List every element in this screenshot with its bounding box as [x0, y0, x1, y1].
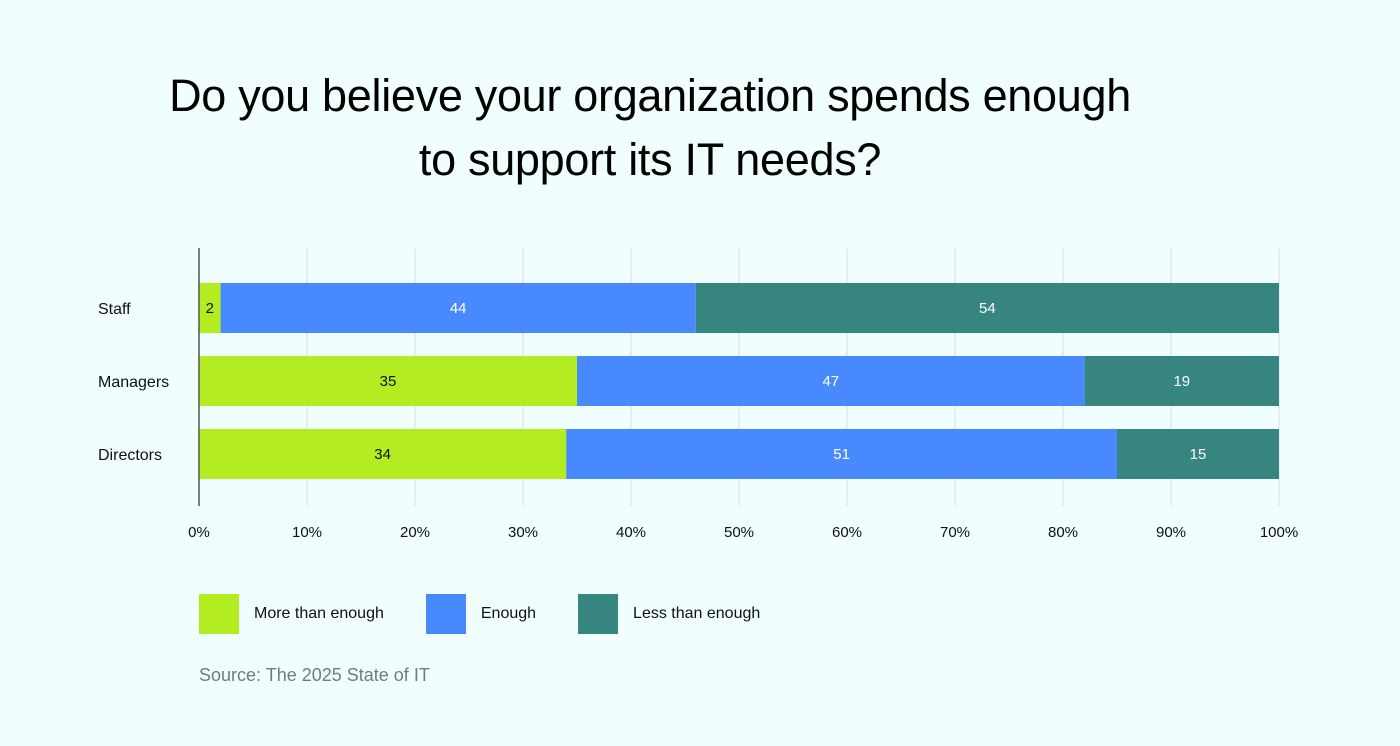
- x-tick-label-40: 40%: [616, 524, 646, 541]
- bar-directors-enough: [566, 429, 1117, 479]
- x-tick-label-10: 10%: [292, 524, 322, 541]
- legend-swatch-enough: [425, 594, 466, 634]
- category-label-managers: Managers: [98, 374, 169, 391]
- chart-title: Do you believe your organization spends …: [0, 64, 1300, 192]
- bar-managers-enough: [577, 356, 1085, 406]
- data-label-managers-less-than-enough: 19: [1173, 373, 1190, 390]
- bar-directors-more-than-enough: [199, 429, 567, 479]
- legend-label-enough: Enough: [480, 605, 537, 622]
- x-tick-label-20: 20%: [400, 524, 430, 541]
- data-label-directors-less-than-enough: 15: [1190, 446, 1207, 463]
- bar-staff-enough: [220, 283, 696, 333]
- data-label-directors-enough: 51: [833, 446, 850, 463]
- bar-managers-less-than-enough: [1084, 356, 1279, 406]
- category-label-staff: Staff: [98, 301, 131, 318]
- x-tick-label-50: 50%: [724, 524, 754, 541]
- data-label-staff-less-than-enough: 54: [979, 300, 996, 317]
- chart-plot: 2 44 54 Staff 35 47 19 Managers 34 51 15 Directors 0…: [98, 248, 1298, 541]
- bar-staff-more-than-enough: [199, 283, 221, 333]
- source-note: Source: The 2025 State of IT: [199, 665, 430, 685]
- x-tick-label-30: 30%: [508, 524, 538, 541]
- x-tick-label-0: 0%: [188, 524, 210, 541]
- x-tick-label-60: 60%: [832, 524, 862, 541]
- category-label-directors: Directors: [98, 447, 162, 464]
- data-label-staff-more-than-enough: 2: [206, 300, 214, 317]
- x-tick-label-90: 90%: [1156, 524, 1186, 541]
- chart-title-line-2: to support its IT needs?: [418, 134, 882, 185]
- legend-item-enough: Enough: [425, 594, 537, 634]
- data-label-managers-more-than-enough: 35: [380, 373, 397, 390]
- legend-item-more-than-enough: More than enough: [199, 594, 384, 634]
- data-label-directors-more-than-enough: 34: [374, 446, 391, 463]
- bar-staff-less-than-enough: [695, 283, 1279, 333]
- chart-title-line-1: Do you believe your organization spends …: [169, 70, 1131, 121]
- chart-legend: More than enough Enough Less than enough: [199, 594, 802, 634]
- x-tick-label-70: 70%: [940, 524, 970, 541]
- legend-label-more-than-enough: More than enough: [254, 605, 384, 622]
- legend-swatch-less-than-enough: [578, 594, 619, 634]
- bar-managers-more-than-enough: [199, 356, 577, 406]
- data-label-staff-enough: 44: [450, 300, 467, 317]
- data-label-managers-enough: 47: [822, 373, 839, 390]
- bar-directors-less-than-enough: [1117, 429, 1279, 479]
- legend-item-less-than-enough: Less than enough: [578, 594, 760, 634]
- legend-swatch-more-than-enough: [199, 594, 239, 634]
- legend-label-less-than-enough: Less than enough: [633, 605, 761, 622]
- x-tick-label-80: 80%: [1048, 524, 1078, 541]
- x-tick-label-100: 100%: [1260, 524, 1298, 541]
